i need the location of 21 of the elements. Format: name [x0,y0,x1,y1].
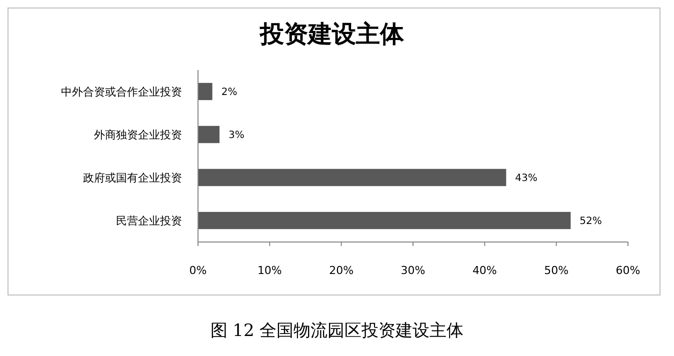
x-tick-label: 50% [544,264,569,277]
caption: 图 12 全国物流园区投资建设主体 [210,321,464,341]
y-tick-label: 政府或国有企业投资 [83,171,182,184]
x-tick-label: 60% [616,264,640,277]
y-tick-label: 民营企业投资 [116,214,182,228]
data-label: 2% [221,87,238,98]
bar [198,82,212,100]
chart-title: 投资建设主体 [259,19,405,48]
x-tick-label: 30% [400,264,426,277]
y-tick-label: 外商独资企业投资 [94,128,182,142]
data-label: 3% [228,130,244,141]
y-tick-label: 中外合资或合作企业投资 [61,85,182,98]
x-tick-label: 0% [189,264,207,277]
bar [198,212,571,230]
data-label: 52% [580,216,602,227]
bar [198,126,220,144]
bar [198,168,506,186]
x-tick-label: 40% [472,264,497,277]
x-tick-label: 10% [257,264,282,277]
data-label: 43% [515,173,538,184]
x-tick-label: 20% [329,264,354,277]
